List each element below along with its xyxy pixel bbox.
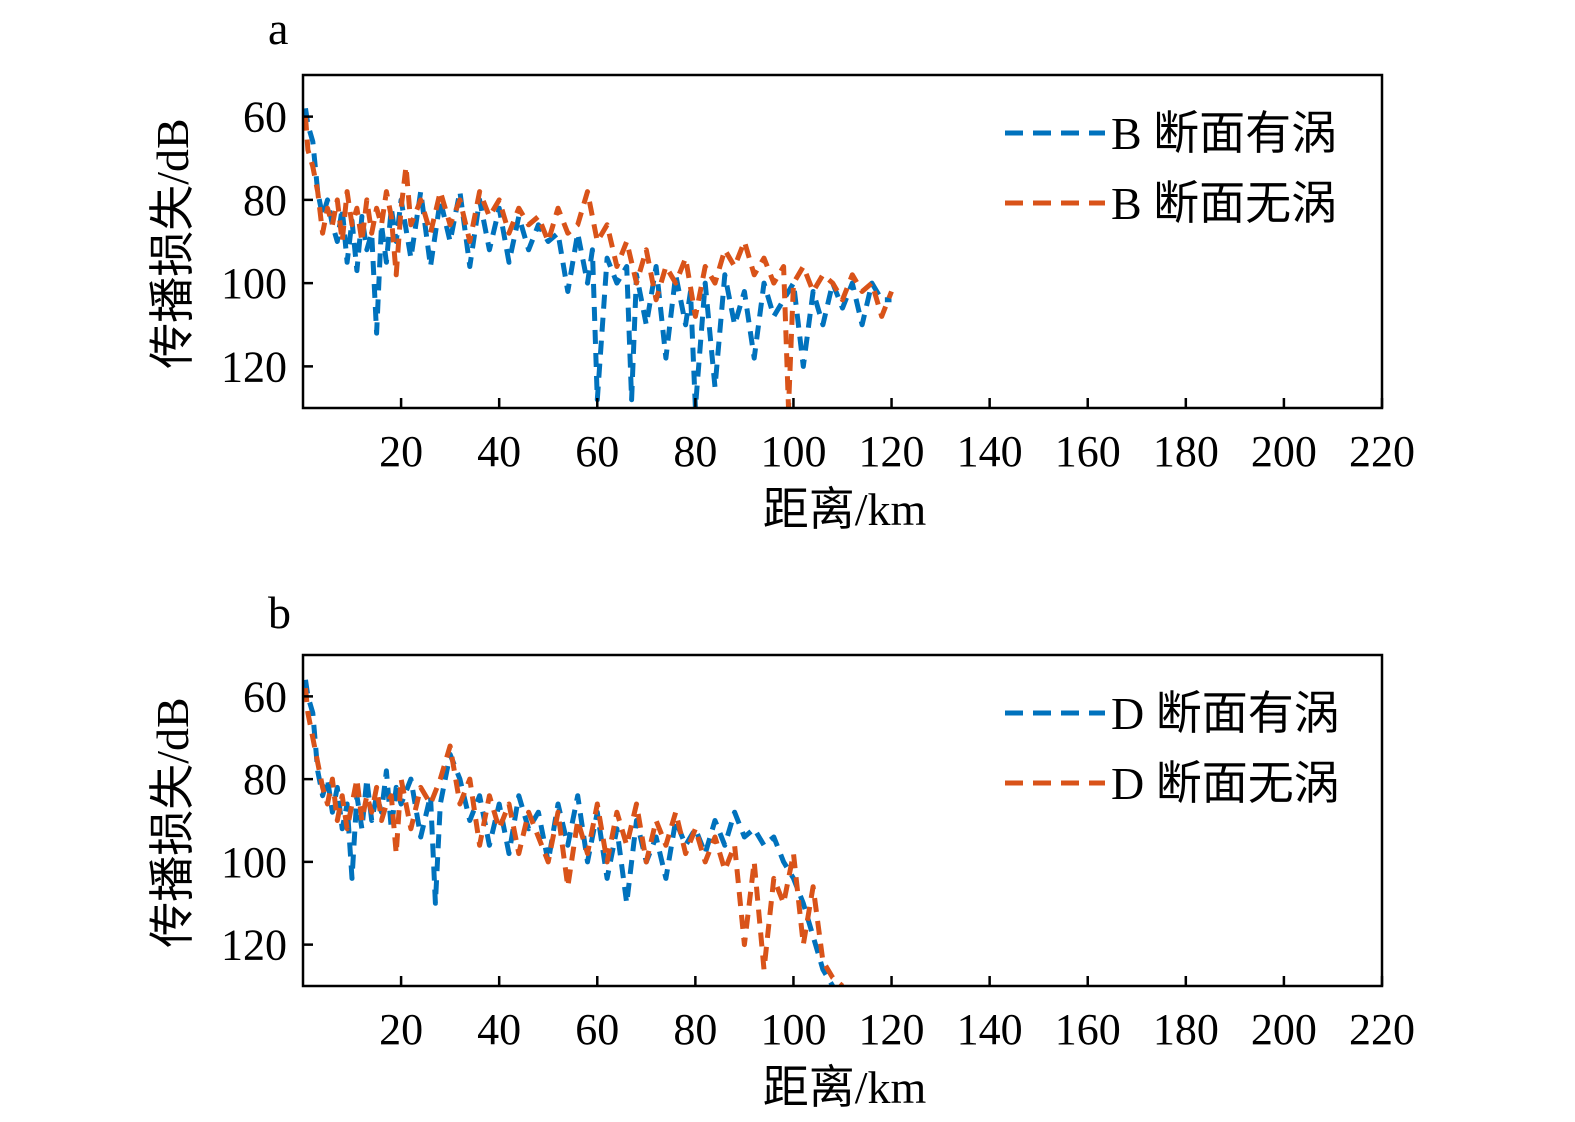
legend-label: B 断面有涡 — [1111, 108, 1337, 159]
x-tick-label: 100 — [760, 427, 826, 476]
x-tick-label: 220 — [1349, 427, 1415, 476]
x-tick-label: 160 — [1055, 427, 1121, 476]
series-line-with-eddy — [303, 107, 892, 408]
x-tick-label: 60 — [575, 427, 619, 476]
y-tick-label: 100 — [221, 838, 287, 887]
y-tick-label: 80 — [243, 176, 287, 225]
x-tick-label: 200 — [1251, 1005, 1317, 1054]
x-tick-label: 140 — [957, 1005, 1023, 1054]
x-tick-label: 180 — [1153, 1005, 1219, 1054]
x-tick-label: 180 — [1153, 427, 1219, 476]
plot-frame — [301, 73, 1384, 410]
x-tick-label: 120 — [859, 1005, 925, 1054]
x-tick-label: 80 — [673, 1005, 717, 1054]
series-line-without-eddy — [303, 116, 894, 408]
series-line-with-eddy — [303, 679, 835, 986]
x-tick-label: 120 — [859, 427, 925, 476]
x-tick-label: 20 — [379, 1005, 423, 1054]
x-tick-label: 60 — [575, 1005, 619, 1054]
y-tick-label: 100 — [221, 259, 287, 308]
y-tick-label: 120 — [221, 921, 287, 970]
panel-label: a — [268, 3, 288, 54]
legend-label: D 断面无涡 — [1111, 758, 1340, 809]
series-line-without-eddy — [303, 687, 845, 986]
x-tick-label: 40 — [477, 1005, 521, 1054]
plot-frame — [301, 653, 1384, 988]
y-axis-label: 传播损失/dB — [147, 118, 198, 368]
panel-a: a 20 40 60 80 100 120 140 160 180 200 220 60 80 100 120… — [147, 3, 1415, 535]
y-tick-label: 60 — [243, 93, 287, 142]
x-tick-label: 160 — [1055, 1005, 1121, 1054]
y-tick-label: 80 — [243, 755, 287, 804]
legend-label: D 断面有涡 — [1111, 688, 1340, 739]
x-tick-label: 40 — [477, 427, 521, 476]
y-axis-label: 传播损失/dB — [147, 697, 198, 947]
x-tick-label: 80 — [673, 427, 717, 476]
panel-b: b 20 40 60 80 100 120 140 160 180 200 220 60 80 100 120… — [147, 587, 1415, 1113]
y-tick-label: 120 — [221, 342, 287, 391]
x-tick-label: 220 — [1349, 1005, 1415, 1054]
legend-label: B 断面无涡 — [1111, 178, 1337, 229]
x-axis-label: 距离/km — [763, 484, 927, 535]
x-axis-label: 距离/km — [763, 1062, 927, 1113]
x-tick-label: 20 — [379, 427, 423, 476]
y-tick-label: 60 — [243, 672, 287, 721]
x-tick-label: 100 — [760, 1005, 826, 1054]
panel-label: b — [268, 587, 291, 638]
x-tick-label: 140 — [957, 427, 1023, 476]
x-tick-label: 200 — [1251, 427, 1317, 476]
